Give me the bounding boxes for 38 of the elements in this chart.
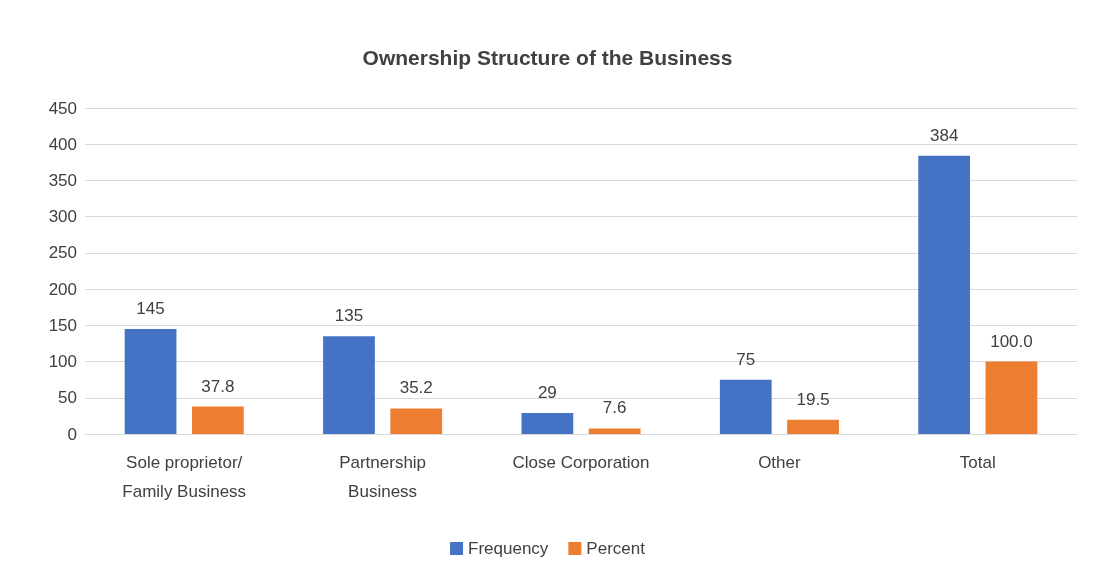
bar [124,328,177,434]
data-label: 7.6 [602,398,627,418]
bar [191,406,244,434]
bar [588,428,641,434]
x-tick-label: Total [959,453,996,472]
x-tick-label: Sole proprietor/ Family Business [122,453,247,501]
bar [787,419,839,434]
data-label: 100.0 [990,331,1033,351]
y-tick-label: 100 [48,352,77,372]
y-tick-label: 50 [58,388,77,408]
y-tick-label: 400 [48,134,77,154]
bar [719,379,772,434]
x-tick-label: Partnership Business [339,453,427,501]
data-label: 29 [537,382,557,402]
x-tick-label: Close Corporation [512,453,650,472]
legend-label: Frequency [468,539,549,558]
data-label: 75 [736,349,756,369]
y-tick-label: 0 [67,424,77,444]
data-label: 35.2 [399,378,433,398]
x-tick-label: Other [758,453,801,472]
bar [323,336,375,434]
bar [985,361,1038,434]
data-label: 384 [929,125,959,145]
data-label: 19.5 [796,389,830,409]
legend-label: Percent [586,539,646,558]
y-tick-label: 350 [48,170,77,190]
data-label: 135 [334,306,364,326]
bar [521,412,574,434]
bar [918,155,971,434]
chart-title: Ownership Structure of the Business [362,46,733,69]
y-tick-label: 300 [48,207,77,227]
y-tick-label: 250 [48,243,77,263]
data-label: 145 [136,298,165,318]
y-tick-label: 150 [48,315,77,335]
data-label: 37.8 [201,376,235,396]
y-tick-label: 200 [48,279,77,299]
bar [390,408,443,434]
y-tick-label: 450 [48,98,77,118]
